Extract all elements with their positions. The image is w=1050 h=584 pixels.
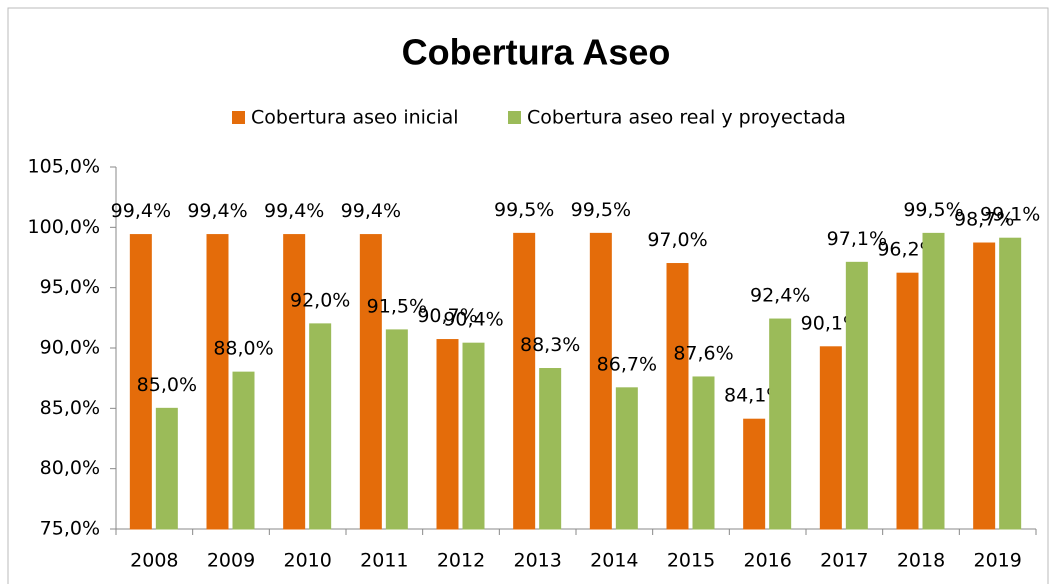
x-tick-label: 2017: [820, 550, 868, 572]
y-tick-label: 75,0%: [40, 518, 100, 540]
y-tick-label: 80,0%: [40, 457, 100, 479]
bar: [973, 242, 996, 530]
value-label: 99,4%: [264, 200, 324, 222]
bar: [359, 234, 382, 530]
y-tick-label: 90,0%: [40, 337, 100, 359]
x-tick-label: 2014: [590, 550, 638, 572]
value-label: 86,7%: [597, 353, 657, 375]
bar: [129, 234, 152, 530]
value-label: 99,4%: [341, 200, 401, 222]
value-label: 99,5%: [571, 199, 631, 221]
y-tick-label: 85,0%: [40, 397, 100, 419]
x-tick-label: 2019: [973, 550, 1021, 572]
value-label: 85,0%: [137, 374, 197, 396]
bar: [999, 237, 1022, 530]
x-tick-label: 2013: [513, 550, 561, 572]
value-label: 87,6%: [673, 342, 733, 364]
bar: [385, 329, 408, 530]
bar: [615, 387, 638, 530]
value-label: 91,5%: [367, 295, 427, 317]
value-label: 98,7%: [954, 209, 1014, 231]
bar: [309, 323, 332, 530]
x-tick-label: 2015: [667, 550, 715, 572]
value-label: 92,0%: [290, 289, 350, 311]
bar: [743, 418, 766, 530]
legend-label: Cobertura aseo inicial: [251, 107, 459, 129]
bar: [539, 368, 562, 530]
x-tick-label: 2010: [283, 550, 331, 572]
bar: [896, 272, 919, 530]
value-label: 97,1%: [827, 228, 887, 250]
bar: [845, 261, 868, 530]
bar: [283, 234, 306, 530]
value-label: 88,3%: [520, 334, 580, 356]
bar: [232, 371, 255, 530]
bar: [206, 234, 229, 530]
value-label: 90,7%: [417, 305, 477, 327]
legend-label: Cobertura aseo real y proyectada: [527, 107, 846, 129]
bar: [155, 407, 178, 530]
bar: [769, 318, 792, 530]
value-label: 88,0%: [213, 338, 273, 360]
y-tick-label: 100,0%: [28, 216, 100, 238]
legend-swatch: [232, 111, 245, 124]
bar: [819, 346, 842, 530]
x-tick-label: 2008: [130, 550, 178, 572]
value-label: 99,5%: [903, 199, 963, 221]
x-tick-label: 2011: [360, 550, 408, 572]
value-label: 99,4%: [187, 200, 247, 222]
value-label: 99,5%: [494, 199, 554, 221]
bar: [436, 339, 459, 530]
frame: [7, 7, 1049, 584]
bar: [666, 263, 689, 530]
chart-title: Cobertura Aseo: [402, 32, 671, 73]
value-label: 99,1%: [980, 204, 1040, 226]
bar: [462, 342, 485, 530]
bar: [589, 232, 612, 530]
value-label: 92,4%: [750, 285, 810, 307]
bar: [513, 232, 536, 530]
x-tick-label: 2012: [437, 550, 485, 572]
bar: [922, 232, 945, 530]
x-tick-label: 2009: [207, 550, 255, 572]
legend-swatch: [508, 111, 521, 124]
x-tick-label: 2018: [897, 550, 945, 572]
value-label: 97,0%: [647, 229, 707, 251]
value-label: 90,4%: [443, 309, 503, 331]
x-tick-label: 2016: [743, 550, 791, 572]
value-label: 99,4%: [111, 200, 171, 222]
bar: [692, 376, 715, 530]
y-tick-label: 105,0%: [28, 156, 100, 178]
y-tick-label: 95,0%: [40, 276, 100, 298]
